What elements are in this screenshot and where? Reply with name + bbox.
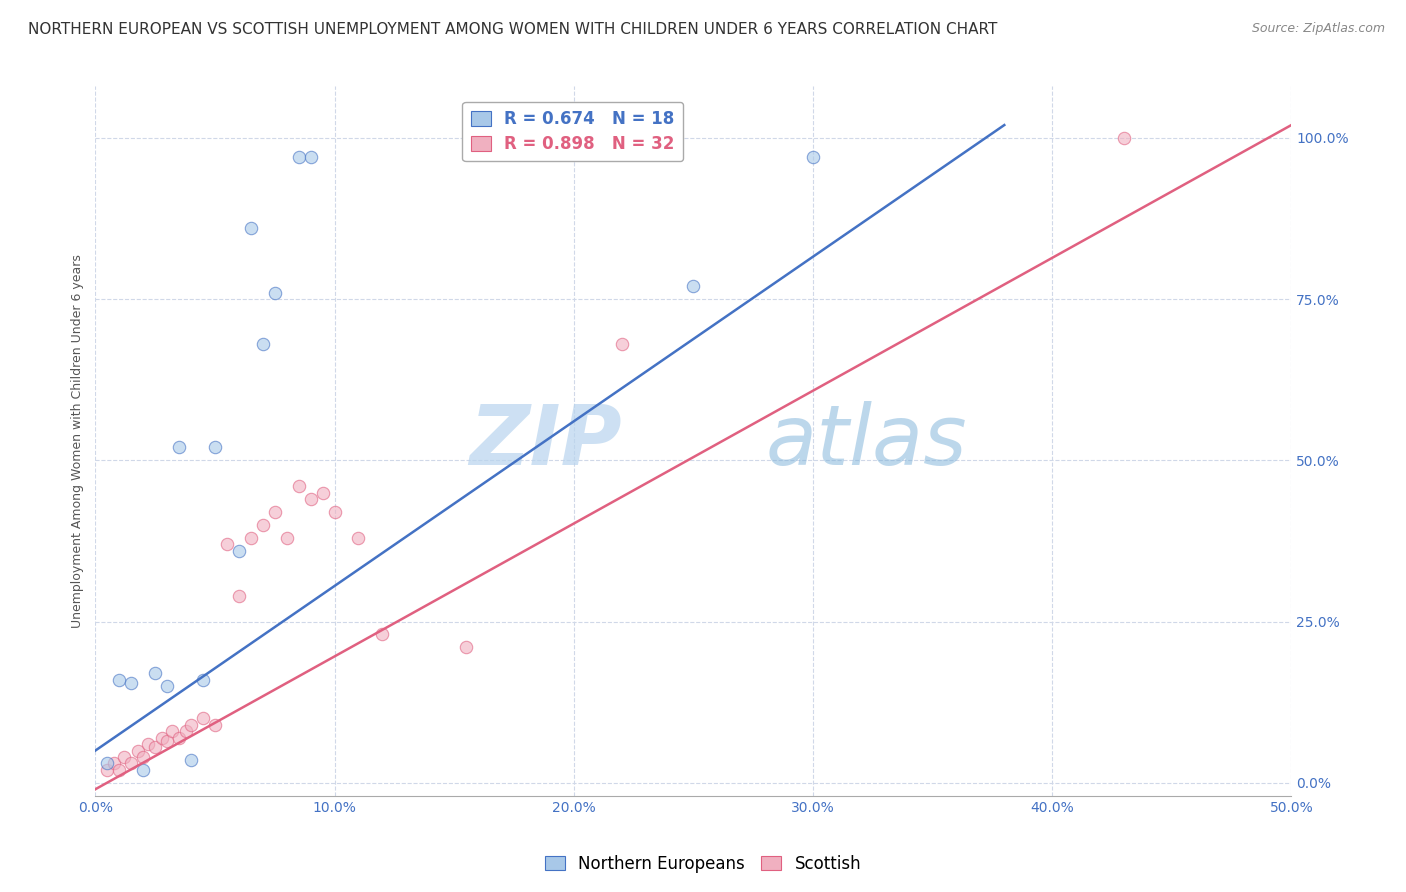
Point [127, 743, 149, 757]
Point [299, 150, 322, 164]
Point [191, 673, 214, 687]
Point [252, 337, 274, 351]
Point [167, 441, 190, 455]
Point [371, 627, 394, 641]
Point [160, 724, 183, 739]
Point [311, 485, 333, 500]
Text: ZIP: ZIP [470, 401, 621, 482]
Point [156, 679, 179, 693]
Point [156, 734, 179, 748]
Legend: Northern Europeans, Scottish: Northern Europeans, Scottish [538, 848, 868, 880]
Y-axis label: Unemployment Among Women with Children Under 6 years: Unemployment Among Women with Children U… [72, 254, 84, 628]
Point [263, 505, 285, 519]
Point [112, 750, 135, 764]
Point [180, 753, 202, 767]
Point [143, 666, 166, 681]
Point [239, 221, 262, 235]
Point [228, 589, 250, 603]
Text: Source: ZipAtlas.com: Source: ZipAtlas.com [1251, 22, 1385, 36]
Point [456, 640, 478, 655]
Point [323, 505, 346, 519]
Point [682, 279, 704, 293]
Text: NORTHERN EUROPEAN VS SCOTTISH UNEMPLOYMENT AMONG WOMEN WITH CHILDREN UNDER 6 YEA: NORTHERN EUROPEAN VS SCOTTISH UNEMPLOYME… [28, 22, 997, 37]
Point [108, 763, 131, 777]
Point [108, 673, 131, 687]
Point [215, 537, 238, 551]
Point [174, 724, 197, 739]
Legend: R = 0.674   N = 18, R = 0.898   N = 32: R = 0.674 N = 18, R = 0.898 N = 32 [463, 102, 683, 161]
Point [1112, 131, 1135, 145]
Point [103, 756, 125, 771]
Point [801, 150, 824, 164]
Text: atlas: atlas [765, 401, 967, 482]
Point [347, 531, 370, 545]
Point [132, 763, 155, 777]
Point [143, 740, 166, 755]
Point [287, 479, 309, 493]
Point [150, 731, 173, 745]
Point [239, 531, 262, 545]
Point [180, 718, 202, 732]
Point [263, 285, 285, 300]
Point [299, 491, 322, 506]
Point [120, 756, 142, 771]
Point [120, 676, 142, 690]
Point [287, 150, 309, 164]
Point [167, 731, 190, 745]
Point [204, 718, 226, 732]
Point [96, 756, 118, 771]
Point [191, 711, 214, 725]
Point [252, 517, 274, 532]
Point [204, 441, 226, 455]
Point [276, 531, 298, 545]
Point [132, 750, 155, 764]
Point [96, 763, 118, 777]
Point [610, 337, 633, 351]
Point [228, 543, 250, 558]
Point [136, 737, 159, 751]
